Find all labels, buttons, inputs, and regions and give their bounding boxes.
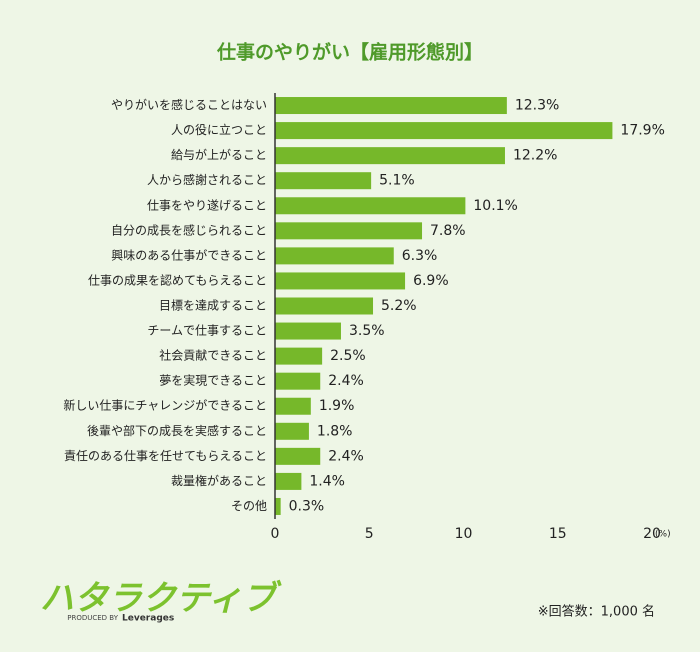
category-label: 興味のある仕事ができること <box>111 247 267 262</box>
bar <box>275 222 423 240</box>
x-tick-label: 15 <box>549 526 567 542</box>
value-label: 6.3% <box>402 248 438 264</box>
logo-name: ハタラクティブ <box>40 579 282 619</box>
category-label: その他 <box>231 499 267 513</box>
category-label: 責任のある仕事を任せてもらえること <box>64 449 267 463</box>
bar <box>275 97 507 115</box>
value-label: 1.9% <box>319 398 355 414</box>
x-tick-label: 0 <box>271 526 280 542</box>
category-label: 裁量権があること <box>171 473 267 488</box>
bar <box>275 347 323 365</box>
bar <box>275 297 374 315</box>
value-label: 5.2% <box>381 298 417 314</box>
value-label: 6.9% <box>413 273 449 289</box>
value-label: 12.2% <box>513 148 557 164</box>
category-label: 目標を達成すること <box>159 299 267 313</box>
category-label: 夢を実現できること <box>159 373 267 388</box>
bar <box>275 472 302 490</box>
x-unit: (%) <box>655 530 671 540</box>
bar <box>275 247 394 265</box>
category-label: 自分の成長を感じられること <box>111 222 267 237</box>
category-label: 人の役に立つこと <box>171 122 267 137</box>
value-label: 0.3% <box>289 498 325 514</box>
value-label: 3.5% <box>349 323 385 339</box>
value-label: 1.8% <box>317 423 353 439</box>
bar <box>275 122 613 140</box>
category-label: やりがいを感じることはない <box>111 97 267 112</box>
bar <box>275 197 466 215</box>
value-label: 2.4% <box>328 373 364 389</box>
category-label: 仕事をやり遂げること <box>147 198 267 212</box>
value-label: 2.4% <box>328 448 364 464</box>
value-label: 5.1% <box>379 173 415 189</box>
logo-produced-by: PRODUCED BY <box>67 614 118 622</box>
bar <box>275 497 281 515</box>
bar <box>275 322 341 340</box>
bar <box>275 272 406 290</box>
bar <box>275 172 372 190</box>
value-label: 10.1% <box>473 198 517 214</box>
category-label: 後輩や部下の成長を実感すること <box>87 423 267 438</box>
category-label: 人から感謝されること <box>147 172 267 187</box>
value-label: 12.3% <box>515 98 559 114</box>
x-tick-label: 20 <box>643 526 661 542</box>
value-label: 2.5% <box>330 348 366 364</box>
value-label: 1.4% <box>309 473 345 489</box>
bar <box>275 447 321 465</box>
bar <box>275 372 321 390</box>
bar <box>275 422 309 440</box>
category-label: 仕事の成果を認めてもらえること <box>88 272 267 287</box>
bar <box>275 397 311 415</box>
value-label: 17.9% <box>620 123 664 139</box>
note: ※回答数：1,000 名 <box>538 604 655 620</box>
category-label: 給与が上がること <box>171 147 267 162</box>
chart-title: 仕事のやりがい【雇用形態別】 <box>216 41 483 64</box>
x-tick-label: 5 <box>365 526 374 542</box>
value-label: 7.8% <box>430 223 466 239</box>
category-label: 社会貢献できること <box>159 348 267 363</box>
category-label: 新しい仕事にチャレンジができること <box>63 398 267 413</box>
logo-brand: Leverages <box>122 614 174 624</box>
category-label: チームで仕事すること <box>147 324 267 338</box>
x-tick-label: 10 <box>455 526 473 542</box>
bar <box>275 147 505 165</box>
